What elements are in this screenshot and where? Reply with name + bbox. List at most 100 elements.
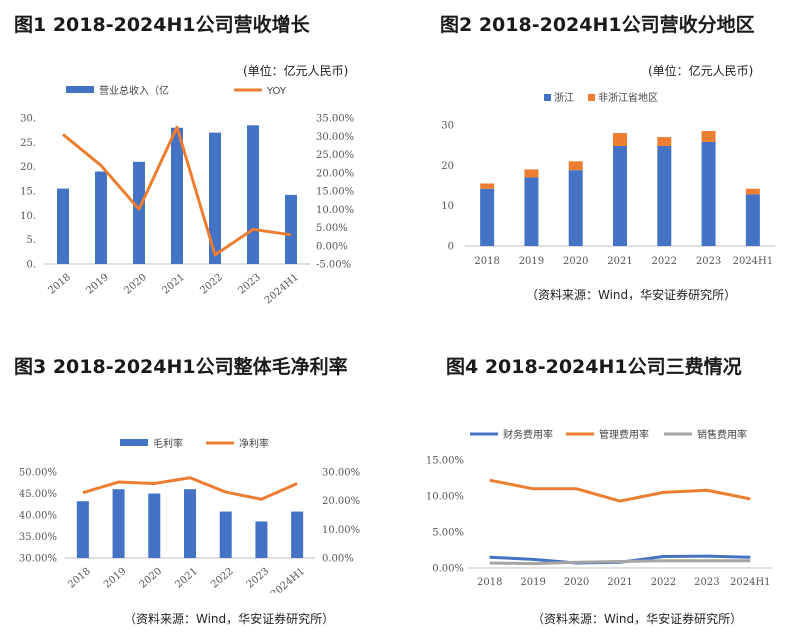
chart3-x-label: 2018 [66, 566, 93, 591]
chart2-y-label: 20 [441, 161, 454, 172]
chart4-x-label: 2023 [694, 577, 719, 588]
chart2-legend-other-swatch [588, 94, 595, 101]
chart4-y-label: 15.00% [426, 456, 464, 467]
chart4-sales-line [489, 559, 751, 566]
chart1-x-label: 2022 [198, 272, 225, 297]
chart1-bar [209, 132, 221, 264]
chart2-x-label: 2020 [563, 256, 588, 267]
chart3-x-label: 2024H1 [269, 566, 307, 593]
chart2-x-label: 2021 [607, 256, 632, 267]
chart3-bar [219, 511, 232, 558]
chart2-x-label: 2022 [652, 256, 677, 267]
chart1-title: 图1 2018-2024H1公司营收增长 [14, 14, 310, 36]
chart1-x-label: 2019 [84, 272, 111, 297]
chart3-bar [291, 511, 304, 558]
chart2-y-label: 0 [448, 242, 454, 253]
chart3-source: （资料来源：Wind，华安证券研究所） [124, 612, 335, 626]
chart3-bar [255, 521, 268, 558]
chart4-x-label: 2020 [564, 577, 589, 588]
chart3-x-label: 2019 [102, 566, 129, 591]
chart3-right-y-label: 20.00% [322, 496, 360, 507]
chart2-bar-zhejiang [613, 145, 627, 246]
chart1-x-label: 2024H1 [263, 272, 301, 306]
chart1-left-y-label: 5. [26, 235, 36, 246]
chart2-bar-other [568, 161, 583, 171]
chart4-source: （资料来源：Wind，华安证券研究所） [532, 612, 743, 626]
chart1-left-y-label: 10. [20, 211, 36, 222]
chart4: 0.00% 5.00% 10.00% 15.00% 2018 2019 2020 2021 20… [426, 428, 772, 588]
chart4-x-label: 2018 [477, 577, 502, 588]
chart2-legend-zhejiang-swatch [544, 94, 551, 101]
chart2-bar-zhejiang [568, 170, 583, 246]
chart1-legend-revenue-label: 营业总收入（亿 [99, 84, 169, 97]
chart1-left-y-label: 25. [20, 138, 36, 149]
chart3-x-label: 2023 [245, 566, 272, 591]
chart2: 0 10 20 30 2018 2019 2020 2021 2022 2023 2024H1 浙江 非… [441, 91, 775, 267]
chart4-y-label: 10.00% [426, 492, 464, 503]
chart1-yoy-line [62, 125, 292, 257]
chart3-bar [112, 489, 125, 558]
chart3-left-y-label: 35.00% [19, 532, 57, 543]
chart4-x-label: 2022 [651, 577, 676, 588]
chart4-x-label: 2019 [520, 577, 545, 588]
chart4-legend-sales-label: 销售费用率 [697, 428, 747, 441]
chart3: 30.00% 35.00% 40.00% 45.00% 50.00% 0.00% 10.00… [19, 437, 360, 593]
chart2-bar-other [524, 169, 539, 178]
chart2-x-label: 2023 [696, 256, 721, 267]
chart3-right-y-label: 10.00% [322, 525, 360, 536]
chart3-bar [148, 493, 161, 558]
chart4-x-label: 2021 [607, 577, 632, 588]
chart2-legend-zhejiang-label: 浙江 [554, 92, 574, 104]
chart3-right-y-label: 30.00% [322, 468, 360, 479]
chart2-bar-zhejiang [480, 188, 495, 246]
chart2-x-label: 2024H1 [733, 256, 774, 267]
chart4-legend-admin-label: 管理费用率 [599, 428, 649, 441]
chart3-left-y-label: 45.00% [19, 489, 57, 500]
chart2-bar-zhejiang [701, 141, 716, 246]
chart2-bar-other [745, 188, 760, 195]
chart3-left-y-label: 30.00% [19, 554, 57, 565]
chart1-left-y-label: 15. [20, 187, 36, 198]
chart1-bar [133, 161, 145, 264]
chart1-bar [247, 125, 259, 264]
chart3-right-y-label: 0.00% [322, 554, 354, 565]
chart1-x-label: 2023 [236, 272, 263, 297]
chart1-right-y-label: 0.00% [316, 241, 348, 252]
chart1-legend-revenue-swatch [66, 86, 94, 93]
chart4-y-label: 5.00% [432, 528, 464, 539]
chart1-left-y-label: 0. [26, 260, 36, 271]
chart1-right-y-label: 35.00% [316, 114, 354, 125]
chart1-bar [57, 188, 69, 264]
chart2-bar-other [480, 183, 495, 189]
chart1-bar [95, 171, 107, 264]
chart1-right-y-label: 5.00% [316, 223, 348, 234]
chart2-bar-other [613, 133, 627, 146]
chart4-legend-finance-label: 财务费用率 [503, 428, 553, 441]
chart3-left-y-label: 40.00% [19, 511, 57, 522]
chart1-legend-yoy-label: YOY [266, 86, 287, 97]
chart3-title: 图3 2018-2024H1公司整体毛净利率 [14, 356, 348, 378]
chart1-right-y-label: 25.00% [316, 150, 354, 161]
chart1-x-label: 2020 [122, 272, 149, 297]
chart1-right-y-label: 20.00% [316, 168, 354, 179]
chart2-title: 图2 2018-2024H1公司营收分地区 [440, 14, 755, 36]
chart1-x-label: 2018 [46, 272, 73, 297]
chart3-bar [76, 501, 89, 558]
chart1-unit: (单位：亿元人民币) [243, 64, 349, 78]
chart3-left-y-label: 50.00% [19, 468, 57, 479]
chart2-bar-zhejiang [657, 145, 672, 246]
chart2-source: （资料来源：Wind，华安证券研究所） [526, 288, 737, 302]
chart1-left-y-label: 30. [20, 114, 36, 125]
chart4-title: 图4 2018-2024H1公司三费情况 [446, 356, 742, 378]
chart2-bar-other [657, 137, 672, 146]
chart1-x-label: 2021 [160, 272, 187, 297]
chart1-right-y-label: 30.00% [316, 132, 354, 143]
chart2-y-label: 30 [441, 121, 454, 132]
chart1-right-y-label: 15.00% [316, 187, 354, 198]
chart2-legend-other-label: 非浙江省地区 [598, 91, 658, 104]
chart2-x-label: 2018 [474, 256, 499, 267]
chart4-admin-line [489, 478, 751, 503]
chart3-legend-gross-label: 毛利率 [153, 437, 183, 450]
chart1-left-y-label: 20. [20, 162, 36, 173]
chart2-bar-zhejiang [745, 194, 760, 246]
